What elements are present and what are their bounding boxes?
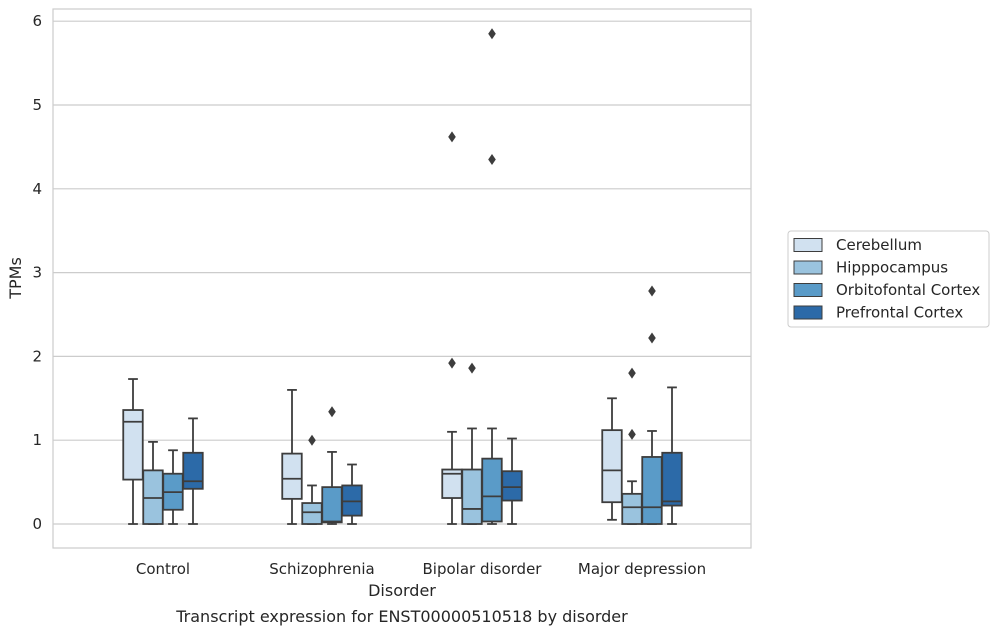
outlier-point [628, 367, 636, 379]
box-orbitofontal-cortex-0 [162, 449, 184, 525]
legend-label: Hipppocampus [836, 259, 948, 277]
box-cerebellum-3 [601, 397, 623, 521]
outlier-point [468, 362, 476, 374]
legend-label: Cerebellum [836, 236, 922, 254]
y-tick-label: 3 [32, 264, 42, 282]
box-body [461, 468, 483, 525]
outlier-point [308, 434, 316, 446]
legend-swatch [793, 283, 823, 297]
outlier-point [488, 28, 496, 40]
legend-swatch [793, 305, 823, 320]
box-body [641, 456, 663, 525]
outlier-point [488, 153, 496, 165]
y-tick-label: 6 [32, 12, 42, 30]
box-hipppocampus-1 [301, 434, 323, 525]
outlier-point [448, 357, 456, 369]
y-tick-label: 5 [32, 96, 42, 114]
outlier-point [328, 406, 336, 418]
outlier-point [648, 285, 656, 297]
box-body [501, 470, 523, 502]
box-prefrontal-cortex-3 [661, 386, 683, 525]
box-body [481, 457, 503, 523]
box-body [281, 452, 303, 500]
box-groups [122, 28, 683, 525]
box-orbitofontal-cortex-3 [641, 285, 663, 525]
box-cerebellum-1 [281, 389, 303, 525]
box-hipppocampus-3 [621, 367, 643, 525]
box-body [182, 451, 204, 490]
box-prefrontal-cortex-2 [501, 437, 523, 525]
plot-frame [52, 8, 752, 549]
grid-lines [53, 20, 751, 525]
x-tick-label: Schizophrenia [269, 560, 374, 578]
outlier-point [448, 131, 456, 143]
box-prefrontal-cortex-1 [341, 463, 363, 525]
y-tick-labels: 0 1 2 3 4 5 6 [32, 12, 42, 533]
box-orbitofontal-cortex-2 [481, 28, 503, 525]
y-tick-label: 2 [32, 347, 42, 365]
x-tick-labels: Control Schizophrenia Bipolar disorder Majo… [136, 560, 706, 578]
box-hipppocampus-2 [461, 362, 483, 525]
box-body [301, 502, 323, 525]
chart-caption: Transcript expression for ENST0000051051… [175, 607, 628, 626]
x-tick-label: Major depression [578, 560, 706, 578]
legend-label: Prefrontal Cortex [836, 304, 963, 322]
box-body [601, 429, 623, 504]
box-body [321, 486, 343, 524]
legend-frame [787, 230, 990, 328]
x-axis-title: Disorder [368, 581, 436, 600]
box-body [122, 409, 144, 481]
box-hipppocampus-0 [142, 440, 164, 525]
legend-label: Orbitofontal Cortex [836, 281, 980, 299]
box-body [661, 451, 683, 507]
x-tick-label: Control [136, 560, 190, 578]
legend-swatch [793, 238, 823, 252]
x-tick-label: Bipolar disorder [423, 560, 543, 578]
box-prefrontal-cortex-0 [182, 417, 204, 525]
y-axis-title: TPMs [6, 257, 25, 300]
outlier-point [628, 428, 636, 440]
y-tick-label: 4 [32, 180, 42, 198]
box-body [621, 492, 643, 525]
box-cerebellum-0 [122, 378, 144, 525]
y-tick-label: 1 [32, 431, 42, 449]
y-tick-label: 0 [32, 515, 42, 533]
legend-swatch [793, 260, 823, 275]
outlier-point [648, 332, 656, 344]
box-orbitofontal-cortex-1 [321, 406, 343, 525]
box-cerebellum-2 [441, 131, 463, 525]
legend: Cerebellum Hipppocampus Orbitofontal Corte… [787, 230, 990, 328]
